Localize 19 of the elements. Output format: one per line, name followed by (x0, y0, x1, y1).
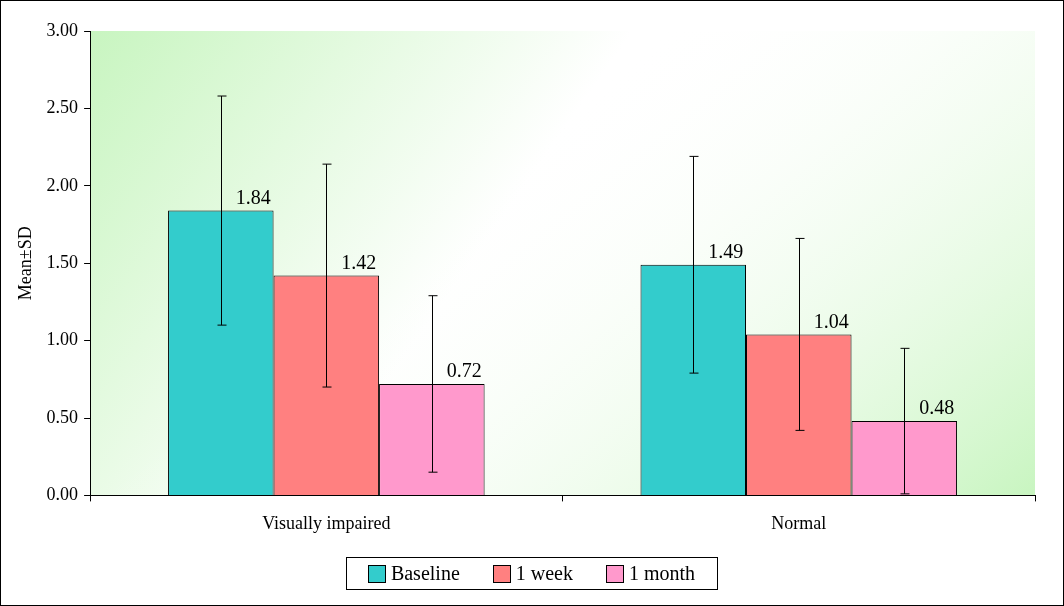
legend-label: Baseline (390, 562, 460, 585)
data-label: 0.48 (919, 396, 955, 419)
y-tick-label: 1.50 (46, 251, 79, 272)
data-label: 0.72 (446, 359, 482, 382)
data-label: 1.42 (341, 250, 377, 273)
y-tick-label: 0.50 (46, 406, 79, 427)
y-tick-label: 0.00 (46, 484, 79, 505)
y-tick-label: 2.00 (46, 174, 79, 195)
y-axis-title: Mean±SD (14, 226, 35, 301)
legend-label: 1 month (628, 562, 696, 585)
y-tick-label: 2.50 (46, 97, 79, 118)
y-tick-label: 3.00 (46, 19, 79, 40)
legend-label: 1 week (515, 562, 573, 585)
x-tick-label: Visually impaired (262, 512, 391, 533)
data-label: 1.84 (235, 185, 271, 208)
data-label: 1.04 (813, 309, 849, 332)
data-label: 1.49 (708, 240, 744, 262)
y-tick-label: 1.00 (46, 329, 79, 350)
x-tick-label: Normal (771, 512, 827, 533)
